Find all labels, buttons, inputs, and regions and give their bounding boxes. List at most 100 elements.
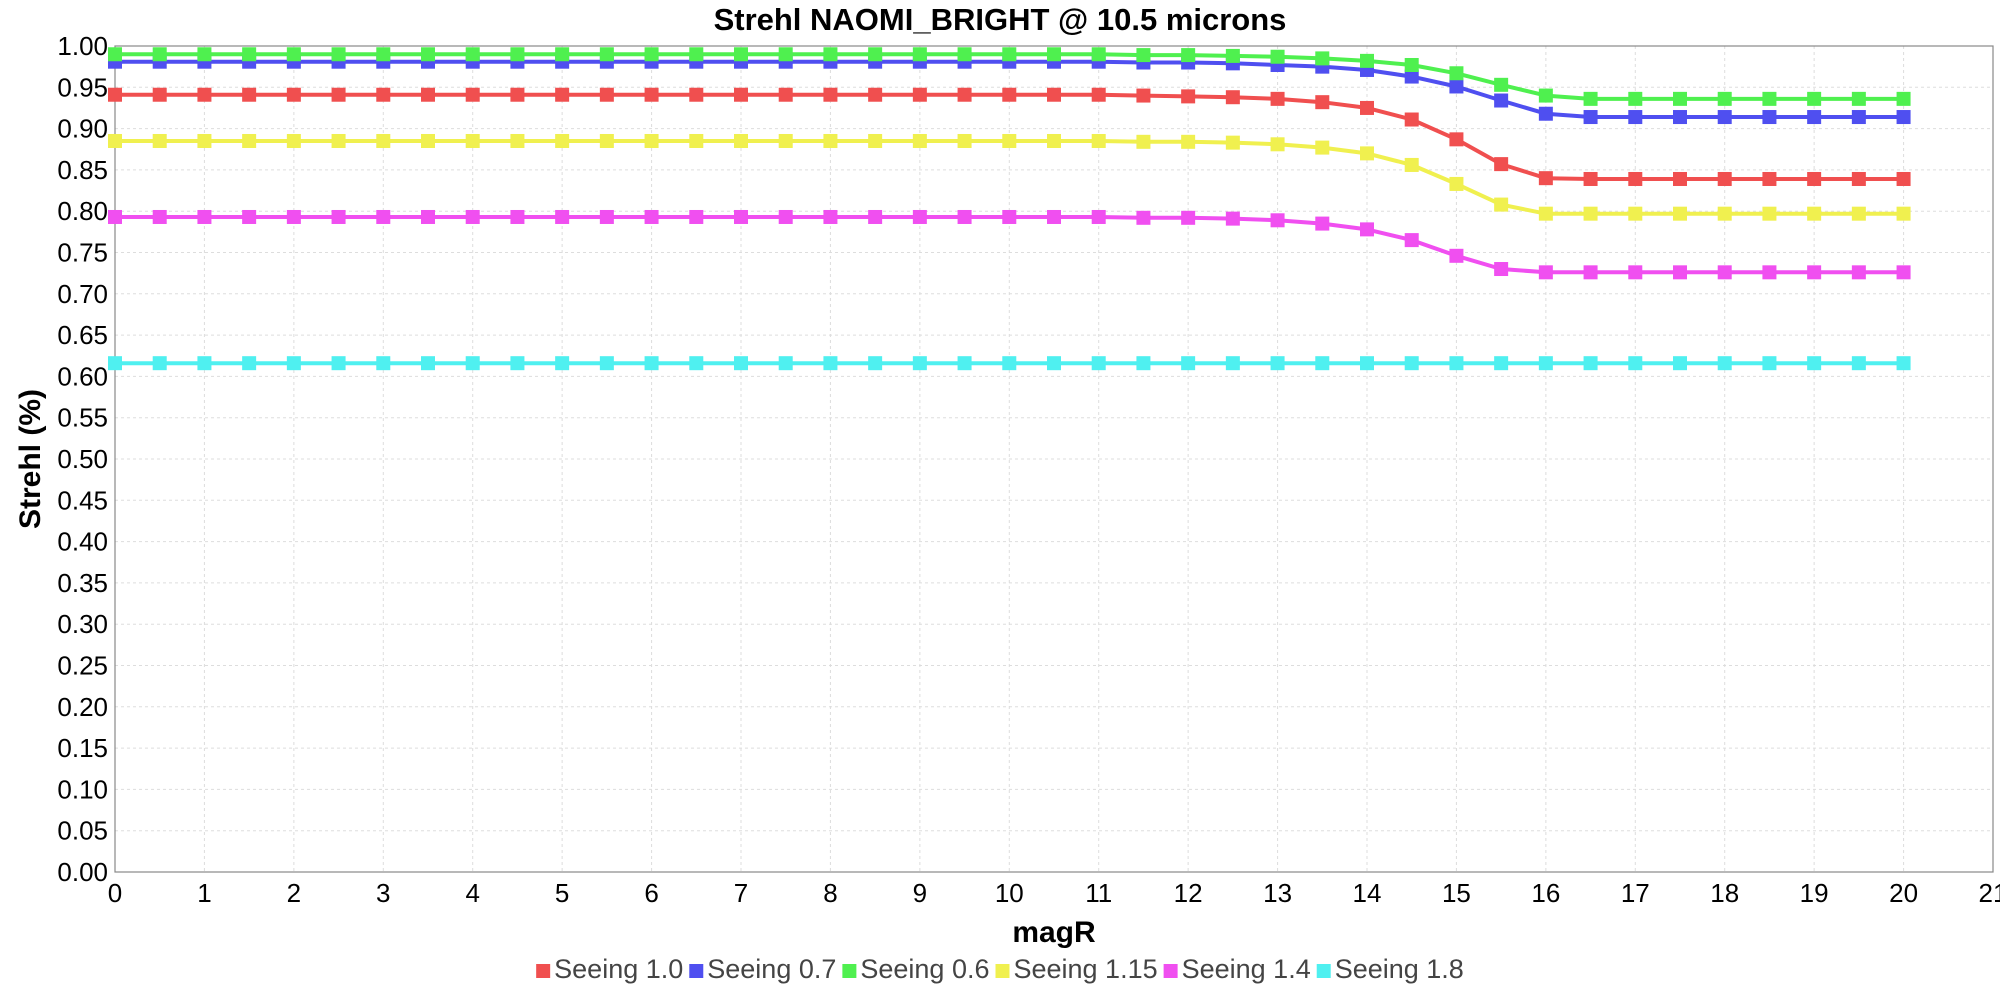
data-point: [957, 356, 972, 371]
legend-swatch: [689, 964, 704, 978]
y-tick-label: 0.55: [57, 403, 108, 433]
x-tick-label: 11: [1085, 878, 1112, 908]
data-point: [197, 133, 212, 148]
data-point: [1538, 88, 1553, 103]
data-point: [1315, 216, 1330, 231]
data-point: [1673, 206, 1687, 221]
data-point: [689, 133, 704, 148]
legend-swatch: [1163, 964, 1178, 978]
data-point: [823, 47, 838, 62]
data-point: [1270, 137, 1285, 152]
x-tick-label: 8: [823, 878, 837, 908]
data-point: [376, 47, 391, 62]
data-point: [1404, 157, 1419, 172]
data-point: [868, 356, 883, 371]
data-point: [868, 209, 883, 224]
data-point: [1896, 171, 1911, 186]
data-point: [1762, 171, 1777, 186]
series-2: [108, 47, 1911, 106]
data-point: [1315, 140, 1330, 155]
y-tick-label: 0.50: [57, 444, 108, 474]
grid-lines: [114, 45, 1994, 873]
data-point: [1002, 47, 1017, 62]
data-point: [689, 87, 704, 102]
data-point: [778, 47, 793, 62]
data-point: [1360, 100, 1374, 115]
data-point: [331, 87, 346, 102]
data-point: [1628, 91, 1643, 106]
data-point: [1315, 51, 1330, 66]
data-point: [108, 356, 122, 371]
data-point: [734, 133, 748, 148]
data-point: [1047, 209, 1061, 224]
data-point: [1851, 265, 1866, 280]
data-point: [823, 356, 838, 371]
y-tick-label: 0.90: [57, 114, 108, 144]
x-tick-label: 14: [1353, 878, 1382, 908]
data-point: [1583, 265, 1598, 280]
data-point: [1717, 265, 1732, 280]
data-point: [1091, 87, 1106, 102]
data-point: [1047, 356, 1061, 371]
data-point: [465, 133, 480, 148]
legend-item: Seeing 1.15: [995, 954, 1158, 984]
data-point: [555, 47, 570, 62]
data-point: [1762, 110, 1777, 125]
data-point: [957, 87, 972, 102]
legend-label: Seeing 1.4: [1182, 954, 1311, 984]
data-point: [1270, 91, 1285, 106]
data-point: [421, 47, 435, 62]
data-point: [421, 209, 435, 224]
data-point: [1807, 110, 1822, 125]
data-point: [1449, 248, 1464, 263]
y-tick-label: 0.95: [57, 72, 108, 102]
data-point: [778, 87, 793, 102]
y-tick-label: 0.65: [57, 320, 108, 350]
data-point: [1091, 133, 1106, 148]
data-point: [734, 209, 748, 224]
data-point: [1896, 206, 1911, 221]
data-point: [242, 47, 257, 62]
y-tick-label: 0.80: [57, 196, 108, 226]
data-point: [197, 87, 212, 102]
data-point: [1851, 110, 1866, 125]
legend-swatch: [1316, 964, 1331, 978]
legend-label: Seeing 1.0: [554, 954, 683, 984]
data-point: [1404, 112, 1419, 127]
data-point: [510, 87, 525, 102]
data-point: [1449, 66, 1464, 81]
data-point: [644, 87, 659, 102]
data-point: [1762, 91, 1777, 106]
data-point: [644, 47, 659, 62]
x-tick-label: 15: [1442, 878, 1471, 908]
data-point: [1673, 171, 1687, 186]
data-point: [1449, 79, 1464, 94]
data-point: [1494, 356, 1509, 371]
data-point: [1449, 132, 1464, 147]
y-tick-label: 1.00: [57, 31, 108, 61]
data-point: [778, 209, 793, 224]
data-point: [1270, 213, 1285, 228]
data-point: [1225, 135, 1240, 150]
data-point: [197, 356, 212, 371]
data-point: [286, 209, 301, 224]
data-point: [1315, 356, 1330, 371]
data-point: [242, 356, 257, 371]
data-point: [957, 133, 972, 148]
data-point: [421, 87, 435, 102]
data-point: [1181, 210, 1196, 225]
data-point: [555, 209, 570, 224]
data-point: [421, 356, 435, 371]
data-point: [108, 47, 122, 62]
data-point: [1315, 95, 1330, 110]
legend-label: Seeing 0.7: [707, 954, 836, 984]
data-point: [1091, 356, 1106, 371]
data-point: [1807, 265, 1822, 280]
data-point: [823, 87, 838, 102]
data-point: [1538, 265, 1553, 280]
data-point: [1002, 209, 1017, 224]
data-point: [1717, 206, 1732, 221]
data-point: [465, 87, 480, 102]
series-0: [108, 87, 1911, 186]
